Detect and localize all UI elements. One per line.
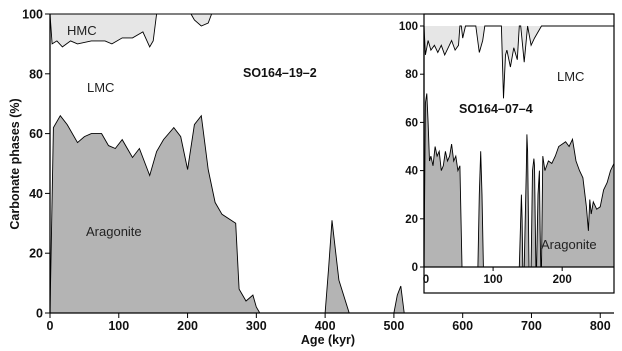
inset-y-tick-label: 80 bbox=[405, 69, 418, 81]
main-hmc-series-line bbox=[49, 13, 213, 48]
y-tick-label: 100 bbox=[22, 8, 43, 22]
label-hmc: HMC bbox=[67, 23, 97, 38]
inset-aragonite-series-fill bbox=[424, 93, 614, 267]
y-axis-title: Carbonate phases (%) bbox=[8, 98, 22, 229]
main-aragonite-series-line bbox=[49, 114, 405, 314]
inset-plot: 0 100 200 0 20 40 60 80 100 bbox=[399, 13, 615, 294]
inset-core-label: SO164–07–4 bbox=[459, 102, 533, 116]
inset-label-aragonite: Aragonite bbox=[541, 237, 597, 252]
inset-y-tick-label: 60 bbox=[405, 117, 418, 129]
x-axis-title: Age (kyr) bbox=[301, 333, 355, 347]
label-aragonite: Aragonite bbox=[86, 224, 142, 239]
inset-hmc-series-line bbox=[423, 25, 614, 99]
y-tick-label: 0 bbox=[36, 307, 43, 321]
inset-hmc-series-fill bbox=[424, 26, 614, 99]
main-aragonite-series-fill bbox=[50, 115, 405, 313]
y-tick-label: 20 bbox=[29, 247, 43, 261]
x-tick-label: 200 bbox=[177, 319, 198, 333]
main-hmc-series-fill bbox=[50, 14, 212, 47]
inset-y-tick-label: 0 bbox=[412, 262, 418, 274]
label-lmc: LMC bbox=[87, 80, 114, 95]
inset-y-tick-label: 100 bbox=[399, 21, 418, 33]
inset-y-tick-label: 40 bbox=[405, 166, 418, 178]
y-tick-label: 60 bbox=[29, 127, 43, 141]
y-tick-label: 40 bbox=[29, 187, 43, 201]
inset-x-tick-label: 200 bbox=[553, 274, 572, 286]
x-tick-label: 700 bbox=[521, 319, 542, 333]
x-tick-label: 300 bbox=[246, 319, 267, 333]
inset-x-tick-label: 100 bbox=[483, 274, 502, 286]
main-core-label: SO164–19–2 bbox=[243, 66, 317, 80]
inset-x-tick-label: 0 bbox=[423, 274, 429, 286]
y-tick-label: 80 bbox=[29, 67, 43, 81]
inset-y-tick-label: 20 bbox=[405, 214, 418, 226]
x-tick-label: 400 bbox=[315, 319, 336, 333]
inset-label-lmc: LMC bbox=[557, 69, 584, 84]
x-tick-label: 500 bbox=[383, 319, 404, 333]
x-tick-label: 600 bbox=[452, 319, 473, 333]
x-tick-label: 800 bbox=[590, 319, 611, 333]
x-tick-label: 0 bbox=[47, 319, 54, 333]
x-tick-label: 100 bbox=[108, 319, 129, 333]
